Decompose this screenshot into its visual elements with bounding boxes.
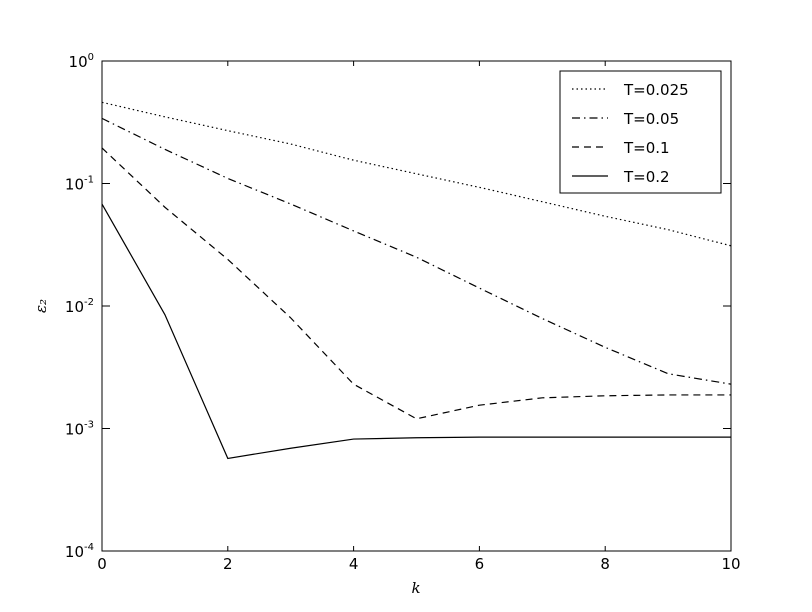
y-tick-exponent: -1 — [84, 175, 94, 186]
x-tick-label: 6 — [475, 555, 485, 573]
plot-frame — [101, 60, 732, 552]
x-tick-label: 10 — [721, 555, 740, 573]
y-tick-exponent: -3 — [84, 420, 94, 431]
y-tick-base: 10 — [65, 543, 84, 561]
y-tick-exponent: -4 — [84, 542, 94, 553]
y-tick-label: 10-4 — [65, 542, 94, 561]
y-tick-base: 10 — [65, 421, 84, 439]
legend-label: T=0.025 — [623, 81, 689, 99]
y-tick-exponent: -2 — [84, 297, 94, 308]
legend-label: T=0.05 — [623, 110, 679, 128]
x-axis-label: k — [411, 579, 420, 597]
y-tick-label: 10-3 — [65, 420, 94, 439]
y-axis-label: ε₂ — [32, 299, 50, 313]
legend-box — [559, 70, 722, 194]
y-tick-label: 10-2 — [65, 297, 94, 316]
y-tick-base: 10 — [69, 53, 88, 71]
y-tick-base: 10 — [65, 298, 84, 316]
line-series — [101, 203, 731, 460]
x-tick-label: 2 — [223, 555, 233, 573]
x-tick-label: 4 — [349, 555, 359, 573]
y-tick-exponent: 0 — [88, 52, 94, 63]
line-series — [101, 147, 731, 420]
legend-label: T=0.2 — [623, 168, 670, 186]
x-tick-label: 0 — [97, 555, 107, 573]
legend-label: T=0.1 — [623, 139, 670, 157]
y-tick-base: 10 — [65, 176, 84, 194]
y-tick-label: 10-1 — [65, 175, 94, 194]
y-tick-label: 100 — [69, 52, 94, 71]
x-tick-label: 8 — [600, 555, 610, 573]
